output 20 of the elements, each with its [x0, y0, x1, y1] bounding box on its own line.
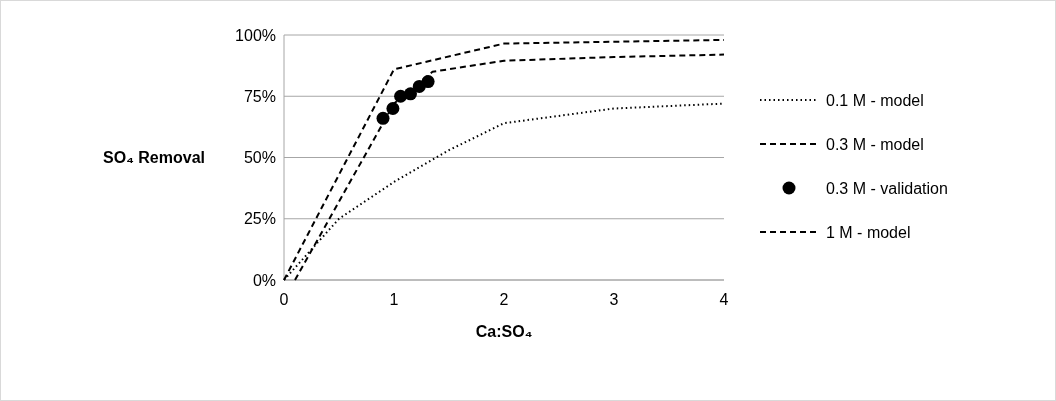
y-tick-label: 75% — [243, 87, 276, 105]
y-tick-label: 0% — [252, 271, 276, 289]
legend-label: 1 M - model — [826, 223, 911, 241]
y-tick-label: 100% — [235, 26, 276, 44]
legend-label: 0.3 M - model — [826, 135, 924, 153]
legend-label: 0.1 M - model — [826, 91, 924, 109]
point — [386, 102, 400, 115]
y-tick-label: 25% — [243, 210, 276, 228]
y-tick-label: 50% — [243, 149, 276, 167]
legend-label: 0.3 M - validation — [826, 179, 948, 197]
x-tick-label: 0 — [279, 291, 289, 308]
x-axis-title: Ca:SO₄ — [475, 323, 533, 340]
point — [404, 87, 417, 101]
x-tick-label: 4 — [719, 291, 729, 308]
point — [376, 111, 390, 125]
x-tick-label: 2 — [499, 291, 509, 308]
point — [421, 75, 435, 89]
x-tick-label: 1 — [389, 291, 399, 308]
y-axis-title: SO₄ Removal — [103, 149, 205, 167]
x-tick-label: 3 — [609, 291, 619, 308]
